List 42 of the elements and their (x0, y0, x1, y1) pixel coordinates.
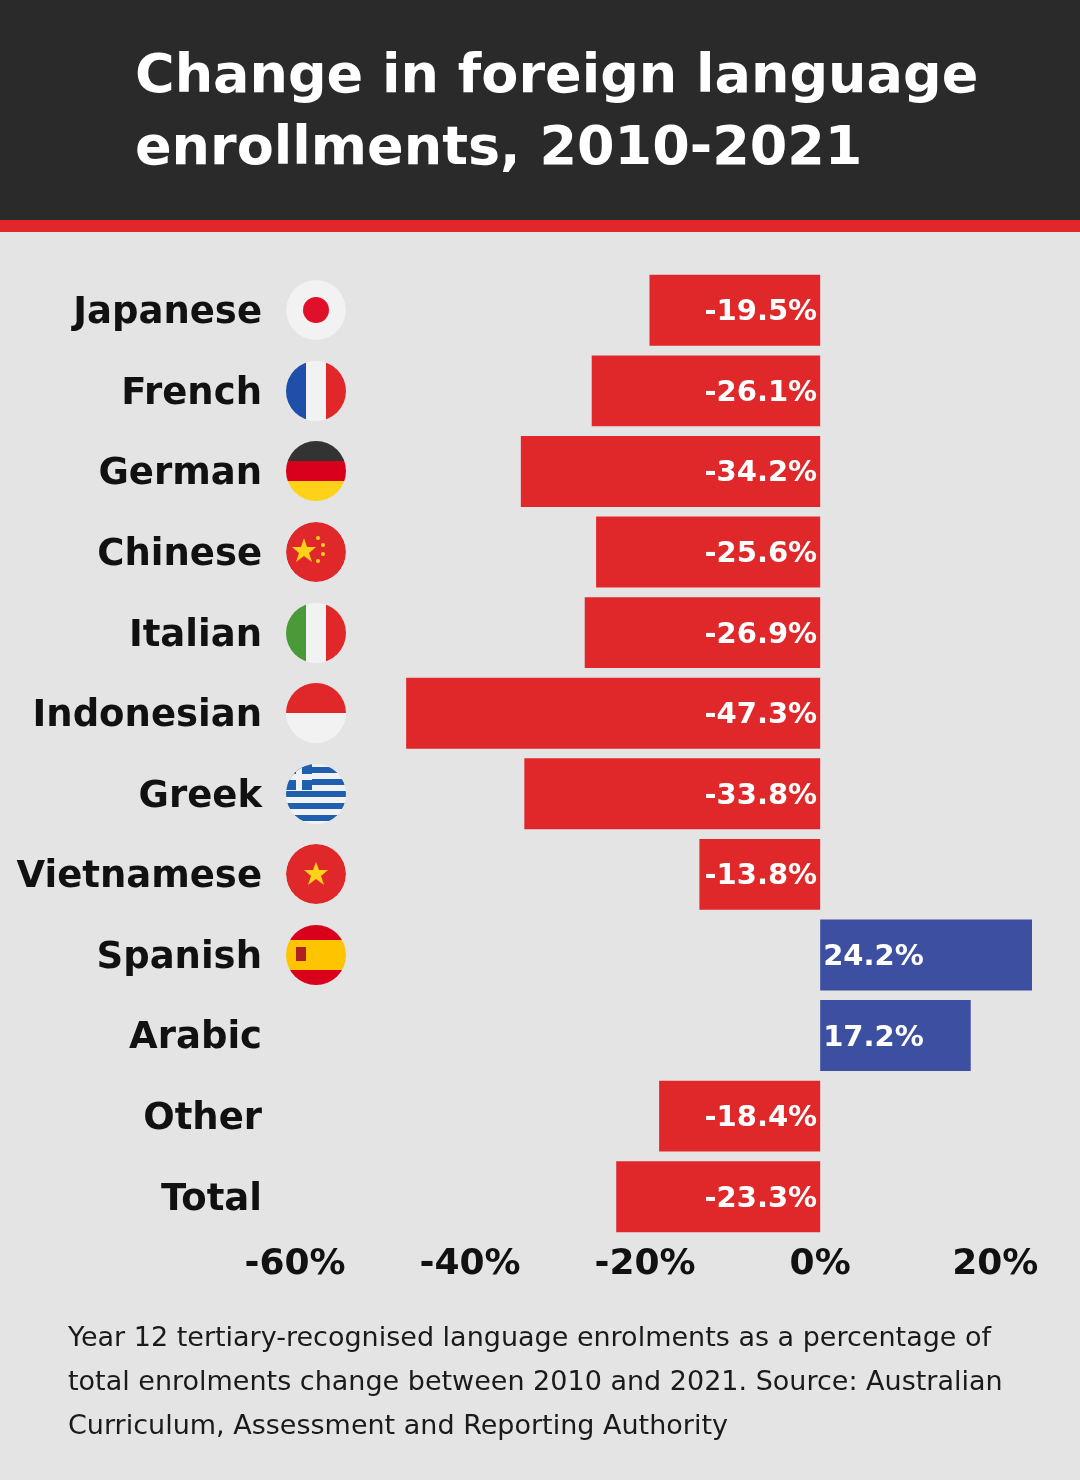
x-tick-label: -40% (419, 1241, 521, 1282)
y-tick-label: German (98, 450, 262, 494)
x-tick-label: 0% (789, 1241, 851, 1282)
data-label: -34.2% (704, 454, 818, 489)
data-label: -18.4% (704, 1099, 818, 1134)
bar (659, 1080, 821, 1152)
data-label: -47.3% (704, 696, 818, 731)
y-tick-label: Japanese (70, 289, 262, 333)
y-tick-label: Other (143, 1095, 263, 1139)
data-label: 24.2% (823, 937, 924, 972)
data-label: -26.1% (704, 373, 818, 408)
data-label: 17.2% (823, 1018, 924, 1053)
y-tick-label: Indonesian (32, 692, 262, 736)
bar (584, 597, 821, 669)
y-tick-label: French (121, 369, 262, 413)
data-label: -19.5% (704, 293, 818, 328)
bar (596, 516, 821, 588)
text: Year 12 tertiary-recognised language enrolments as a percentage of total enrolments change between 2010 and 2021. Source: Australian Curriculum, Assessment and Reporting Authority (67, 1320, 1004, 1442)
x-tick-label: -20% (594, 1241, 696, 1282)
x-tick-label: -60% (244, 1241, 346, 1282)
bar (820, 1000, 971, 1071)
y-tick-label: Greek (138, 772, 264, 816)
bar (616, 1161, 821, 1233)
y-tick-label: Chinese (97, 530, 262, 574)
bar (820, 919, 1032, 991)
y-tick-label: Vietnamese (16, 853, 262, 897)
y-tick-label: Arabic (129, 1014, 262, 1058)
data-label: -26.9% (704, 615, 818, 650)
bar (406, 677, 821, 749)
data-label: -23.3% (704, 1179, 818, 1214)
chart-title: Change in foreign language enrollments, 2010-2021 (135, 41, 980, 179)
data-label: -13.8% (704, 857, 818, 892)
bar (649, 274, 821, 346)
bar (591, 355, 821, 427)
bar (524, 758, 821, 830)
y-tick-label: Italian (128, 611, 262, 655)
data-label: -25.6% (704, 535, 818, 570)
y-tick-label: Total (160, 1175, 262, 1219)
x-tick-label: 20% (952, 1241, 1039, 1282)
y-tick-label: Spanish (96, 933, 262, 977)
bar (520, 436, 821, 507)
data-label: -33.8% (704, 776, 818, 811)
